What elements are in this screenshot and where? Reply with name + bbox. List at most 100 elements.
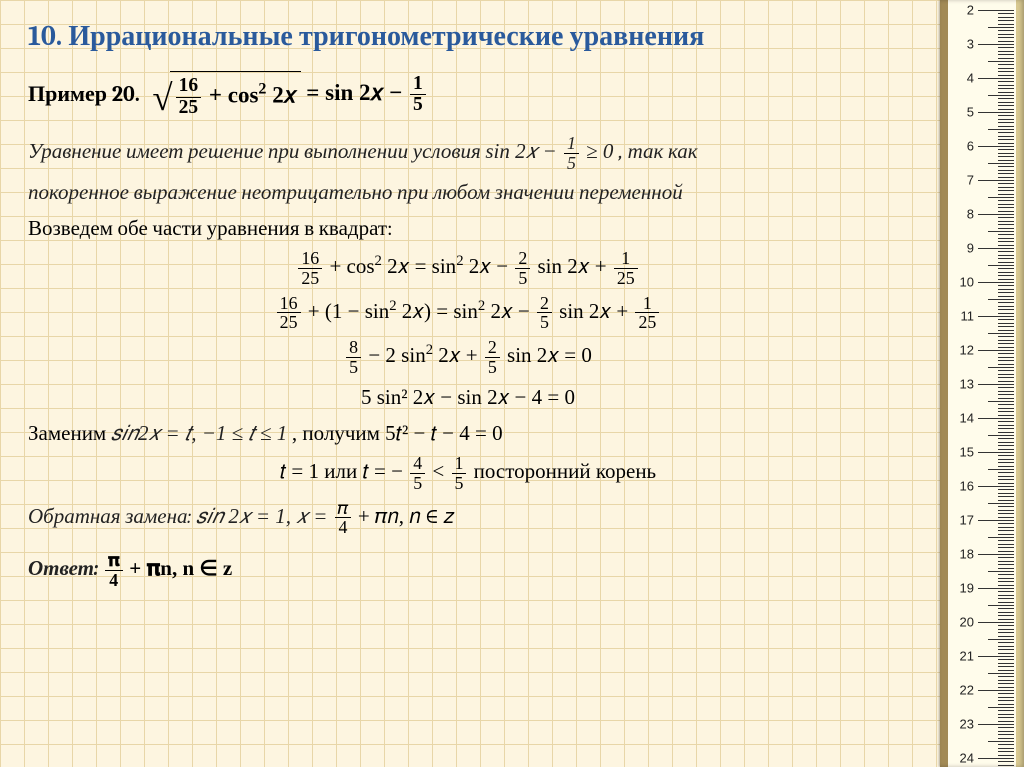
ruler-tick-minor bbox=[998, 551, 1014, 552]
ruler-tick-major bbox=[978, 690, 1014, 691]
ruler-number: 23 bbox=[960, 717, 974, 732]
ruler-number: 8 bbox=[967, 207, 974, 222]
ruler-tick-minor bbox=[998, 578, 1014, 579]
text: 2𝑥 − bbox=[485, 299, 535, 323]
ruler-tick-minor bbox=[998, 241, 1014, 242]
ruler-number: 18 bbox=[960, 547, 974, 562]
frac-num: 8 bbox=[346, 338, 361, 357]
ruler-tick-major bbox=[978, 622, 1014, 623]
ruler-tick-minor bbox=[998, 156, 1014, 157]
ruler-tick-minor bbox=[998, 612, 1014, 613]
ruler-tick-minor bbox=[988, 367, 1014, 368]
ruler-tick-minor bbox=[998, 517, 1014, 518]
ruler-number: 7 bbox=[967, 173, 974, 188]
sup: 2 bbox=[389, 298, 396, 314]
frac-den: 5 bbox=[564, 153, 579, 173]
frac-den: 25 bbox=[298, 268, 322, 288]
ruler-tick-minor bbox=[998, 374, 1014, 375]
text: sin 2𝑥 + bbox=[538, 254, 612, 278]
ruler-tick-minor bbox=[998, 700, 1014, 701]
text: 2𝑥 = sin bbox=[382, 254, 456, 278]
ruler-tick-minor bbox=[998, 649, 1014, 650]
ruler-tick-minor bbox=[998, 173, 1014, 174]
ruler-tick-minor bbox=[998, 765, 1014, 766]
ruler-tick-minor bbox=[998, 472, 1014, 473]
text: Заменим bbox=[28, 422, 111, 446]
ruler-tick-minor bbox=[988, 231, 1014, 232]
ruler-tick-minor bbox=[988, 95, 1014, 96]
text: − 2 sin bbox=[368, 343, 425, 367]
ruler-tick-minor bbox=[988, 61, 1014, 62]
ruler-tick-minor bbox=[998, 449, 1014, 450]
text: sin 2𝑥 − bbox=[485, 139, 556, 163]
ruler-tick-minor bbox=[998, 309, 1014, 310]
ruler-tick-minor bbox=[998, 506, 1014, 507]
ruler-number: 16 bbox=[960, 479, 974, 494]
ruler-tick-minor bbox=[998, 738, 1014, 739]
ruler-tick-minor bbox=[998, 279, 1014, 280]
frac-num: 1 bbox=[614, 249, 638, 268]
ruler-tick-minor bbox=[998, 190, 1014, 191]
ruler-tick-minor bbox=[988, 469, 1014, 470]
condition-line-1: Уравнение имеет решение при выполнении у… bbox=[28, 134, 908, 172]
square-intro: Возведем обе части уравнения в квадрат: bbox=[28, 215, 908, 243]
ruler-tick-minor bbox=[988, 435, 1014, 436]
equation-3: 85 − 2 sin2 2𝑥 + 25 sin 2𝑥 = 0 bbox=[28, 338, 908, 376]
ruler-tick-minor bbox=[998, 258, 1014, 259]
ruler-tick-minor bbox=[998, 170, 1014, 171]
ruler-tick-minor bbox=[998, 530, 1014, 531]
ruler-number: 14 bbox=[960, 411, 974, 426]
ruler-tick-major bbox=[978, 656, 1014, 657]
sup: 2 bbox=[375, 253, 382, 269]
ruler-tick-minor bbox=[998, 527, 1014, 528]
ruler-number: 24 bbox=[960, 751, 974, 766]
text: 𝑠𝑖𝑛 2𝑥 = 1, 𝑥 = bbox=[196, 504, 333, 528]
ruler-tick-minor bbox=[998, 676, 1014, 677]
ruler-tick-minor bbox=[998, 564, 1014, 565]
ruler-tick-major bbox=[978, 10, 1014, 11]
ruler-tick-major bbox=[978, 452, 1014, 453]
radicand: 1625 + cos2 2𝑥 bbox=[170, 71, 301, 118]
ruler-tick-minor bbox=[998, 296, 1014, 297]
ruler-tick-minor bbox=[998, 731, 1014, 732]
frac-num: 2 bbox=[515, 249, 530, 268]
section-title: 10. Иррациональные тригонометрические ур… bbox=[28, 20, 908, 53]
ruler-tick-minor bbox=[998, 166, 1014, 167]
ruler-tick-minor bbox=[998, 285, 1014, 286]
ruler-tick-minor bbox=[998, 561, 1014, 562]
text: 𝑡 = 1 или 𝑡 = − bbox=[280, 459, 408, 483]
text: Уравнение имеет решение при выполнении у… bbox=[28, 140, 485, 164]
ruler-tick-minor bbox=[998, 177, 1014, 178]
ruler-tick-minor bbox=[998, 245, 1014, 246]
ruler-tick-minor bbox=[988, 129, 1014, 130]
ruler-tick-major bbox=[978, 554, 1014, 555]
ruler-tick-minor bbox=[988, 333, 1014, 334]
ruler-tick-minor bbox=[998, 751, 1014, 752]
ruler-tick-minor bbox=[998, 455, 1014, 456]
text: 2𝑥) = sin bbox=[397, 299, 478, 323]
ruler-tick-minor bbox=[998, 377, 1014, 378]
equation-4: 5 sin² 2𝑥 − sin 2𝑥 − 4 = 0 bbox=[28, 383, 908, 411]
ruler-tick-minor bbox=[998, 183, 1014, 184]
ruler-tick-minor bbox=[998, 445, 1014, 446]
ruler-tick-minor bbox=[998, 734, 1014, 735]
ruler-tick-minor bbox=[998, 132, 1014, 133]
ruler-tick-minor bbox=[998, 625, 1014, 626]
ruler-tick-minor bbox=[998, 360, 1014, 361]
ruler-tick-minor bbox=[998, 636, 1014, 637]
ruler-tick-minor bbox=[998, 81, 1014, 82]
ruler-tick-minor bbox=[998, 302, 1014, 303]
frac-den: 5 bbox=[410, 473, 425, 493]
ruler-tick-minor bbox=[998, 442, 1014, 443]
ruler-tick-minor bbox=[998, 105, 1014, 106]
sqrt-expression: √ 1625 + cos2 2𝑥 bbox=[152, 71, 300, 118]
ruler-tick-minor bbox=[998, 41, 1014, 42]
ruler-tick-minor bbox=[998, 13, 1014, 14]
ruler-tick-minor bbox=[998, 591, 1014, 592]
ruler-tick-minor bbox=[998, 326, 1014, 327]
frac-num: 2 bbox=[537, 294, 552, 313]
ruler-number: 5 bbox=[967, 105, 974, 120]
example-label: Пример 20. bbox=[28, 80, 140, 110]
ruler-tick-minor bbox=[998, 615, 1014, 616]
ruler-tick-major bbox=[978, 112, 1014, 113]
